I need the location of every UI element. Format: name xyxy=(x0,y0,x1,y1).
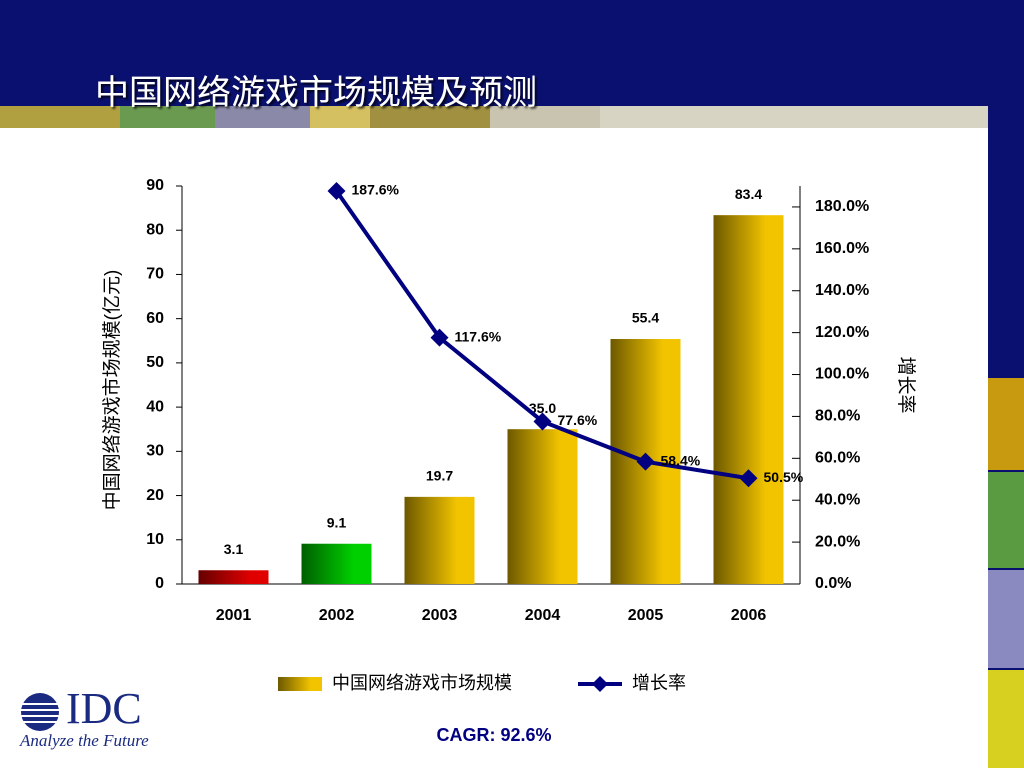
bar-shade xyxy=(198,570,269,584)
x-tick-label: 2003 xyxy=(422,607,458,624)
y-tick-label: 80 xyxy=(146,221,164,238)
y-tick-label: 30 xyxy=(146,443,164,460)
slide-title: 中国网络游戏市场规模及预测 xyxy=(95,74,537,112)
legend-label: 增长率 xyxy=(632,673,686,693)
bar-shade xyxy=(301,543,372,584)
y2-tick-label: 40.0% xyxy=(815,491,860,508)
y2-tick-label: 0.0% xyxy=(815,575,851,592)
bar-label: 19.7 xyxy=(426,468,453,484)
line-label: 117.6% xyxy=(455,328,502,344)
line-marker xyxy=(327,182,346,201)
y2-tick-label: 100.0% xyxy=(815,366,869,383)
bar-label: 83.4 xyxy=(735,186,762,202)
legend-label: 中国网络游戏市场规模 xyxy=(332,673,512,693)
y-tick-label: 50 xyxy=(146,354,164,371)
line-label: 77.6% xyxy=(558,412,598,428)
y-axis-label: 中国网络游戏市场规模(亿元) xyxy=(101,270,123,511)
line-marker xyxy=(739,469,758,488)
x-tick-label: 2005 xyxy=(628,607,664,624)
legend-marker xyxy=(592,676,608,692)
bar-label: 3.1 xyxy=(224,541,244,557)
y-tick-label: 40 xyxy=(146,398,164,415)
bar-label: 9.1 xyxy=(327,514,347,530)
bar-label: 35.0 xyxy=(529,400,556,416)
y-tick-label: 0 xyxy=(155,575,164,592)
line-label: 187.6% xyxy=(352,182,400,198)
legend-swatch-shade xyxy=(278,677,322,691)
y-tick-label: 20 xyxy=(146,487,164,504)
header-stripe xyxy=(0,106,988,128)
logo-tagline: Analyze the Future xyxy=(19,731,149,750)
y2-tick-label: 80.0% xyxy=(815,408,860,425)
line-marker xyxy=(533,412,552,431)
bar-shade xyxy=(713,215,784,585)
side-column xyxy=(988,0,1024,768)
y-tick-label: 10 xyxy=(146,531,164,548)
line-label: 58.4% xyxy=(661,452,701,468)
chart: 0 10 20 30 40 50 60 70 80 90 0.0% 20.0% 40.0% 60.0% 80… xyxy=(101,177,917,745)
y-tick-label: 90 xyxy=(146,177,164,194)
line-marker xyxy=(636,452,655,471)
x-tick-label: 2001 xyxy=(216,607,252,624)
logo: IDC Analyze the Future xyxy=(19,684,149,750)
y2-tick-label: 160.0% xyxy=(815,240,869,257)
x-tick-label: 2004 xyxy=(525,607,561,624)
y2-axis-label: 增长率 xyxy=(895,356,917,413)
y-tick-label: 60 xyxy=(146,310,164,327)
header-band xyxy=(0,0,1024,106)
x-tick-label: 2006 xyxy=(731,607,767,624)
y2-tick-label: 120.0% xyxy=(815,324,869,341)
line-marker xyxy=(430,328,449,347)
y2-tick-label: 20.0% xyxy=(815,533,860,550)
bar-shade xyxy=(404,496,475,584)
y2-tick-label: 180.0% xyxy=(815,198,869,215)
y2-tick-label: 140.0% xyxy=(815,282,869,299)
y2-tick-label: 60.0% xyxy=(815,450,860,467)
annotation: CAGR: 92.6% xyxy=(436,725,551,745)
y-tick-label: 70 xyxy=(146,266,164,283)
x-tick-label: 2002 xyxy=(319,607,355,624)
logo-name: IDC xyxy=(66,684,142,733)
bar-shade xyxy=(507,429,578,584)
line-label: 50.5% xyxy=(764,469,804,485)
bar-label: 55.4 xyxy=(632,310,659,326)
